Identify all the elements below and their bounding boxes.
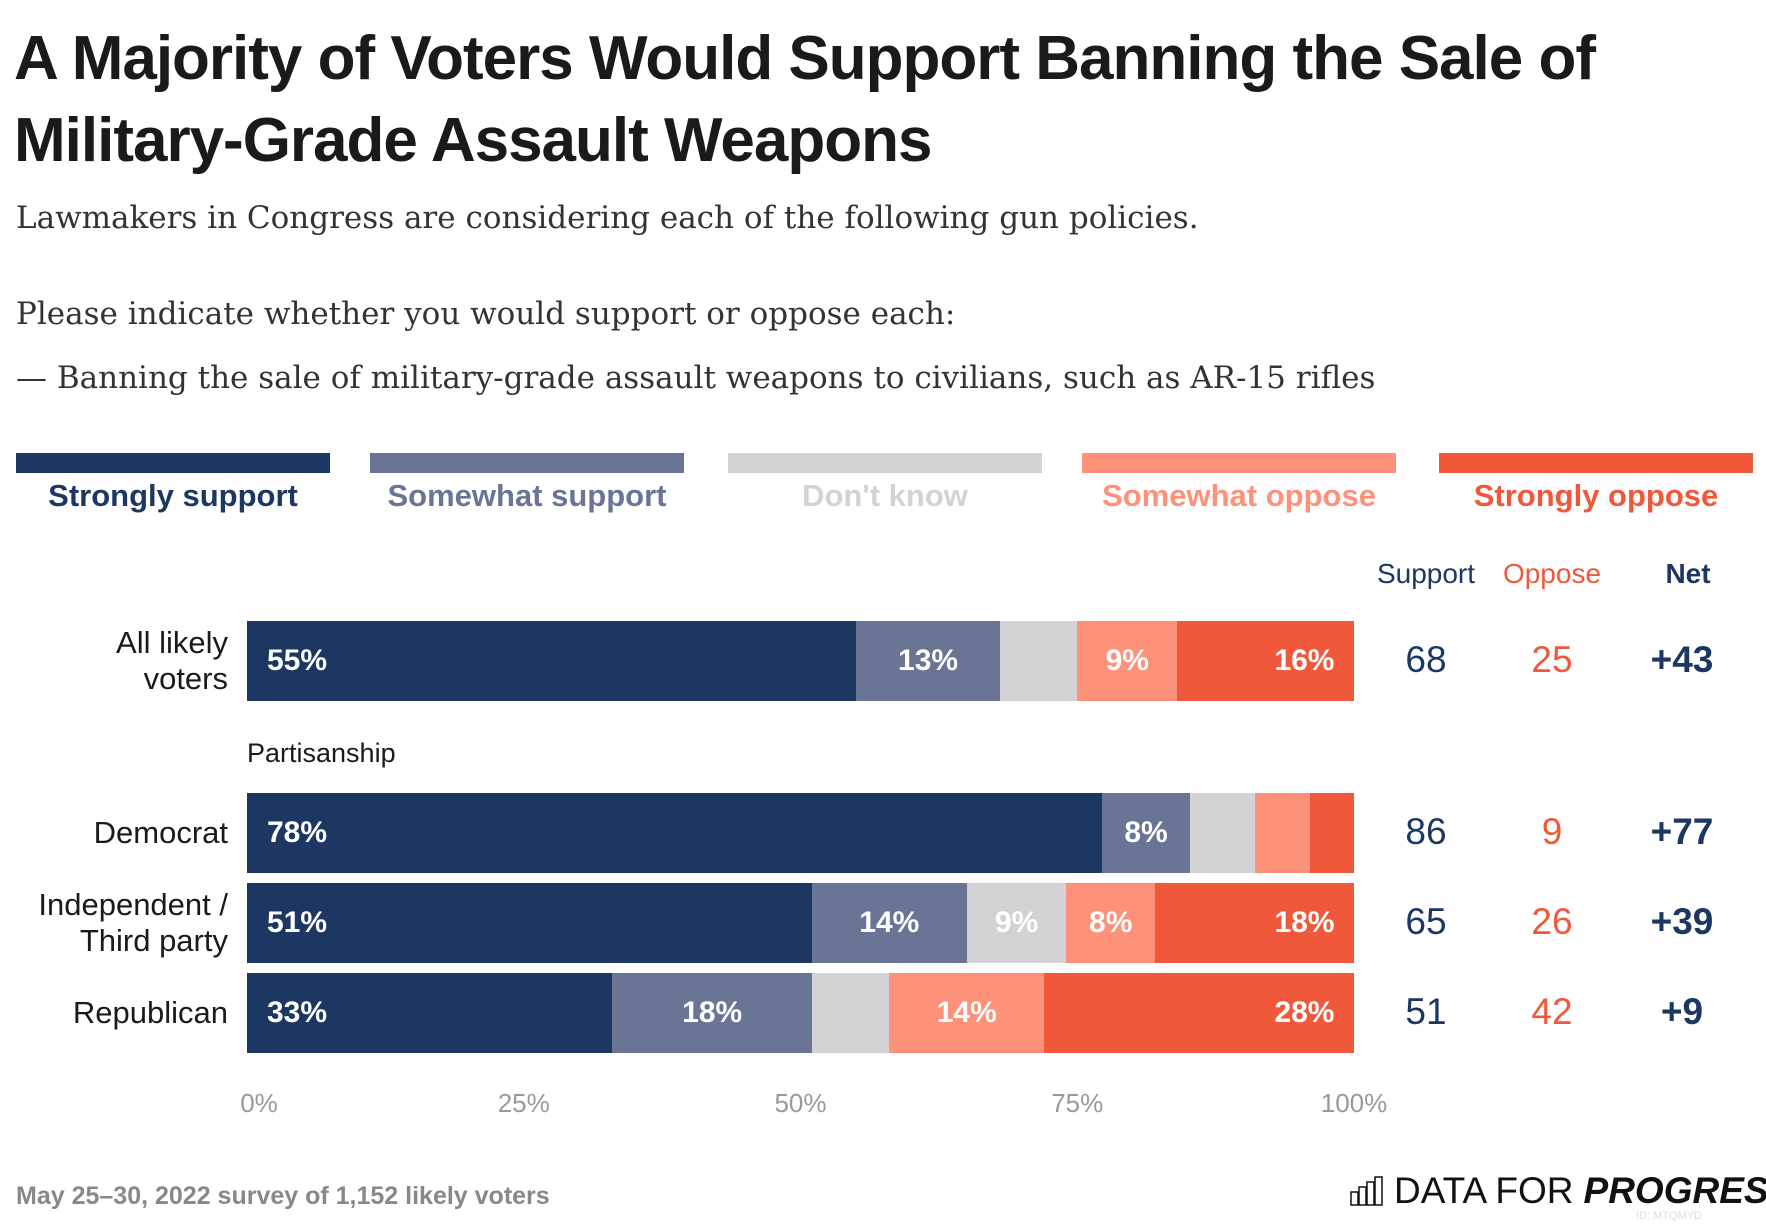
legend-swatch (16, 453, 330, 473)
summary-value: 26 (1531, 901, 1573, 942)
data-label: 33% (267, 996, 328, 1029)
summary-value: 68 (1405, 639, 1447, 680)
data-label: 28% (1274, 996, 1335, 1029)
bar-segment (1255, 793, 1311, 873)
legend-label: Somewhat oppose (1102, 478, 1376, 513)
bar-segment (999, 621, 1078, 701)
data-label: 78% (267, 816, 328, 849)
subtitle-line-2: Please indicate whether you would suppor… (16, 296, 956, 332)
bar-segment (1189, 793, 1256, 873)
data-label: 14% (936, 996, 997, 1029)
bar-segment: 9% (966, 883, 1067, 963)
data-label: 18% (682, 996, 743, 1029)
data-label: 8% (1089, 906, 1133, 939)
summary-value: 9 (1541, 811, 1563, 852)
bar-segment: 78% (247, 793, 1103, 873)
bar-segment: 18% (1154, 883, 1355, 963)
bar-segment (811, 973, 890, 1053)
legend-swatch (370, 453, 684, 473)
summary-value: +39 (1650, 901, 1714, 942)
legend-label: Strongly support (48, 478, 298, 513)
bar-segment (1310, 793, 1355, 873)
summary-header: Support (1376, 558, 1476, 589)
summary-header: Oppose (1502, 558, 1602, 589)
x-tick-label: 25% (497, 1088, 550, 1118)
legend-label: Somewhat support (387, 478, 667, 513)
data-label: 14% (859, 906, 920, 939)
data-label: 16% (1274, 644, 1335, 677)
data-label: 13% (898, 644, 959, 677)
bar-segment: 28% (1044, 973, 1355, 1053)
bar-segment: 16% (1176, 621, 1355, 701)
summary-value: 25 (1531, 639, 1573, 680)
logo-text-plain: DATA FOR (1394, 1170, 1574, 1211)
bar-segment: 14% (811, 883, 968, 963)
legend-label: Strongly oppose (1473, 478, 1719, 513)
data-label: 9% (994, 906, 1039, 939)
x-tick-label: 100% (1320, 1088, 1388, 1118)
row-label: Democrat (93, 815, 228, 850)
x-tick-label: 75% (1051, 1088, 1104, 1118)
legend-swatch (1082, 453, 1396, 473)
legend-swatch (728, 453, 1042, 473)
data-label: 8% (1124, 816, 1168, 849)
bar-segment: 13% (855, 621, 1001, 701)
chart-title: A Majority of Voters Would Support Banni… (14, 24, 1596, 175)
summary-value: 86 (1405, 811, 1447, 852)
summary-value: 51 (1405, 991, 1447, 1032)
chart-id: ID: MTQMYD (1636, 1210, 1702, 1222)
logo: DATA FOR PROGRESS (1350, 1170, 1766, 1212)
row-label: Republican (72, 995, 228, 1030)
data-label: 18% (1274, 906, 1335, 939)
bar-chart-logo-icon (1350, 1176, 1383, 1206)
legend-swatch (1439, 453, 1753, 473)
summary-value: +9 (1660, 991, 1704, 1032)
summary-value: +43 (1650, 639, 1714, 680)
summary-value: +77 (1650, 811, 1714, 852)
subtitle-line-1: Lawmakers in Congress are considering ea… (16, 200, 1199, 236)
data-label: 9% (1105, 644, 1149, 677)
x-tick-label: 50% (774, 1088, 827, 1118)
bar-segment: 33% (247, 973, 613, 1053)
summary-value: 65 (1405, 901, 1447, 942)
subtitle-line-3: — Banning the sale of military-grade ass… (16, 360, 1376, 396)
footer-note: May 25–30, 2022 survey of 1,152 likely v… (16, 1182, 550, 1210)
row-label: Independent / Third party (38, 887, 228, 958)
data-label: 51% (267, 906, 328, 939)
data-label: 55% (267, 644, 328, 677)
bar-segment: 14% (889, 973, 1045, 1053)
bar-segment: 8% (1101, 793, 1191, 873)
group-label: Partisanship (247, 738, 396, 768)
summary-value: 42 (1531, 991, 1573, 1032)
row-label: All likely voters (116, 625, 228, 696)
bar-segment: 8% (1066, 883, 1156, 963)
bar-segment: 9% (1077, 621, 1178, 701)
bar-segment: 18% (612, 973, 813, 1053)
bar-segment: 55% (247, 621, 857, 701)
summary-header: Net (1665, 558, 1711, 589)
bar-segment: 51% (247, 883, 813, 963)
logo-text-bold: PROGRESS (1583, 1170, 1766, 1211)
x-tick-label: 0% (240, 1088, 278, 1118)
legend-label: Don't know (802, 478, 968, 513)
